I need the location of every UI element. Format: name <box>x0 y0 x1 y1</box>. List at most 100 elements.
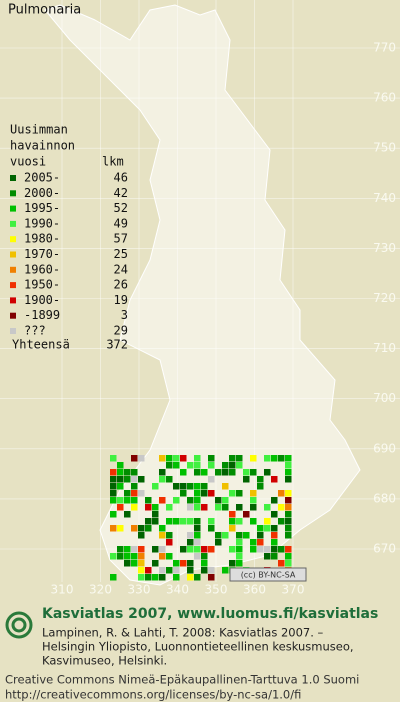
legend-count: 24 <box>114 262 128 276</box>
observation-cell <box>194 504 201 511</box>
observation-cell <box>229 462 236 469</box>
observation-cell <box>215 539 222 546</box>
y-tick-label: 680 <box>373 491 396 505</box>
observation-cell <box>278 546 285 553</box>
legend-label: 1995- <box>24 201 60 215</box>
observation-cell <box>208 525 215 532</box>
observation-cell <box>110 476 117 483</box>
observation-cell <box>201 504 208 511</box>
observation-cell <box>131 455 138 462</box>
observation-cell <box>215 532 222 539</box>
observation-cell <box>117 462 124 469</box>
observation-cell <box>194 553 201 560</box>
observation-cell <box>187 574 194 581</box>
observation-cell <box>187 483 194 490</box>
observation-cell <box>236 490 243 497</box>
y-tick-label: 730 <box>373 241 396 255</box>
observation-cell <box>250 497 257 504</box>
observation-cell <box>180 490 187 497</box>
observation-cell <box>215 497 222 504</box>
observation-cell <box>250 539 257 546</box>
observation-cell <box>180 483 187 490</box>
observation-cell <box>131 560 138 567</box>
observation-cell <box>208 574 215 581</box>
observation-cell <box>131 469 138 476</box>
legend-swatch <box>10 282 16 289</box>
observation-cell <box>271 532 278 539</box>
observation-cell <box>264 469 271 476</box>
observation-cell <box>117 504 124 511</box>
observation-cell <box>187 560 194 567</box>
observation-cell <box>271 476 278 483</box>
observation-cell <box>222 462 229 469</box>
legend-label: 1970- <box>24 247 60 261</box>
observation-cell <box>271 553 278 560</box>
observation-cell <box>208 518 215 525</box>
legend-swatch <box>10 251 16 258</box>
observation-cell <box>166 567 173 574</box>
observation-cell <box>138 553 145 560</box>
y-tick-label: 710 <box>373 341 396 355</box>
observation-cell <box>250 455 257 462</box>
observation-cell <box>166 539 173 546</box>
observation-cell <box>236 504 243 511</box>
observation-cell <box>110 490 117 497</box>
observation-cell <box>201 483 208 490</box>
legend-heading: Uusimman <box>10 123 68 137</box>
observation-cell <box>208 567 215 574</box>
observation-cell <box>138 574 145 581</box>
legend-count: 52 <box>114 201 128 215</box>
observation-cell <box>243 532 250 539</box>
observation-cell <box>180 518 187 525</box>
observation-cell <box>152 574 159 581</box>
observation-cell <box>264 504 271 511</box>
observation-cell <box>117 497 124 504</box>
observation-cell <box>152 483 159 490</box>
observation-cell <box>285 490 292 497</box>
y-tick-label: 700 <box>373 391 396 405</box>
observation-cell <box>271 511 278 518</box>
observation-cell <box>173 483 180 490</box>
legend-swatch <box>10 175 16 181</box>
license-badge <box>229 567 307 582</box>
observation-cell <box>159 553 166 560</box>
legend-label: 2005- <box>24 171 60 185</box>
observation-cell <box>285 476 292 483</box>
total-label: Yhteensä <box>12 338 70 352</box>
observation-cell <box>173 567 180 574</box>
observation-cell <box>271 546 278 553</box>
observation-cell <box>285 546 292 553</box>
observation-cell <box>208 476 215 483</box>
observation-cell <box>264 546 271 553</box>
observation-cell <box>257 532 264 539</box>
observation-cell <box>271 455 278 462</box>
legend-swatch <box>10 190 16 197</box>
observation-cell <box>152 546 159 553</box>
observation-cell <box>138 455 145 462</box>
observation-cell <box>124 490 131 497</box>
observation-cell <box>138 546 145 553</box>
observation-cell <box>194 574 201 581</box>
observation-cell <box>278 490 285 497</box>
observation-cell <box>110 497 117 504</box>
observation-cell <box>236 553 243 560</box>
observation-cell <box>159 567 166 574</box>
observation-cell <box>131 483 138 490</box>
observation-cell <box>117 469 124 476</box>
observation-cell <box>110 469 117 476</box>
y-tick-label: 770 <box>373 41 396 55</box>
observation-cell <box>187 504 194 511</box>
legend-heading: vuosi <box>10 155 46 169</box>
x-tick-label: 310 <box>51 583 74 597</box>
y-tick-label: 670 <box>373 542 396 556</box>
observation-cell <box>236 539 243 546</box>
observation-cell <box>250 518 257 525</box>
observation-cell <box>201 553 208 560</box>
observation-cell <box>194 490 201 497</box>
observation-cell <box>110 574 117 581</box>
observation-cell <box>285 518 292 525</box>
observation-cell <box>215 469 222 476</box>
observation-cell <box>159 469 166 476</box>
observation-cell <box>159 525 166 532</box>
